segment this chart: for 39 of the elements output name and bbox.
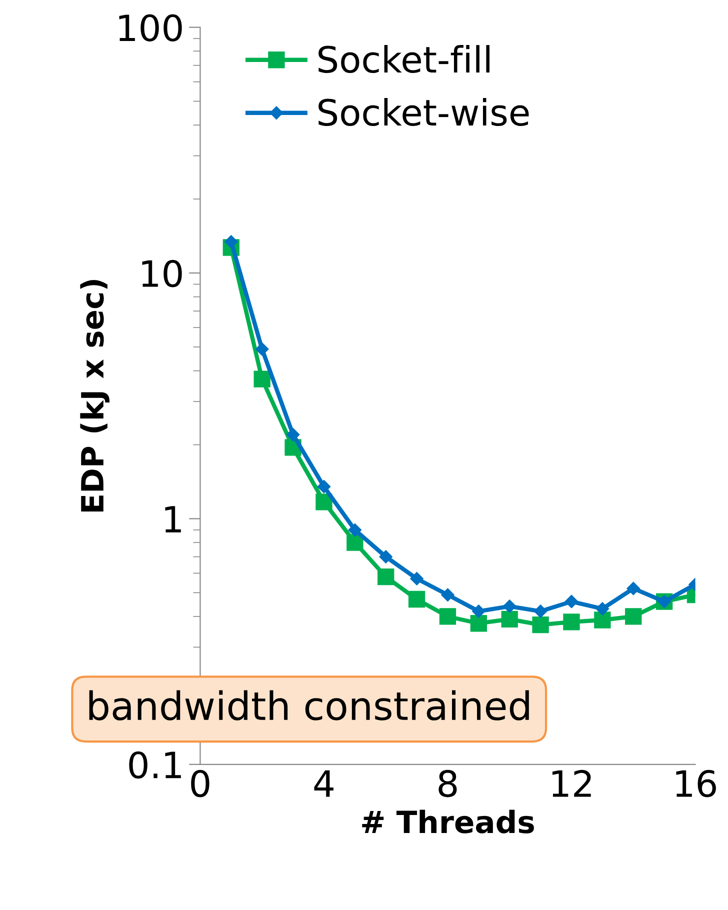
y-tick-label: 100 bbox=[119, 14, 182, 42]
point bbox=[532, 616, 549, 634]
y-axis-title: EDP (kJ x sec) bbox=[80, 280, 110, 512]
point bbox=[255, 342, 269, 356]
point bbox=[286, 428, 300, 442]
point bbox=[503, 600, 516, 613]
x-tick-label: 4 bbox=[314, 770, 334, 797]
x-tick-label: 16 bbox=[676, 770, 716, 798]
y-tick-label: 10 bbox=[142, 260, 182, 288]
point bbox=[348, 523, 362, 537]
point bbox=[410, 572, 424, 586]
point bbox=[472, 604, 486, 618]
x-tick-label: 8 bbox=[438, 770, 457, 798]
point bbox=[439, 608, 456, 625]
x-tick-label: 12 bbox=[552, 770, 591, 797]
point bbox=[534, 604, 548, 618]
point bbox=[254, 370, 270, 388]
point bbox=[563, 614, 580, 630]
point bbox=[596, 602, 610, 616]
y-tick-label: 1 bbox=[165, 506, 181, 532]
point bbox=[408, 590, 426, 608]
x-axis-title: # Threads bbox=[362, 810, 534, 834]
point bbox=[470, 615, 487, 632]
point bbox=[625, 608, 642, 625]
y-tick-label: 0.1 bbox=[129, 751, 181, 779]
point bbox=[441, 588, 454, 602]
point bbox=[317, 480, 331, 494]
point bbox=[316, 494, 332, 510]
point bbox=[626, 582, 640, 596]
point bbox=[594, 612, 611, 628]
point bbox=[379, 550, 392, 564]
point bbox=[346, 534, 364, 551]
annotation: bandwidth constrained bbox=[89, 690, 529, 720]
legend-label: Socket-wise bbox=[318, 98, 529, 126]
point bbox=[501, 610, 518, 628]
point bbox=[564, 594, 578, 608]
point bbox=[378, 568, 394, 586]
legend-label: Socket-fill bbox=[318, 45, 490, 74]
x-tick-label: 0 bbox=[191, 770, 210, 798]
